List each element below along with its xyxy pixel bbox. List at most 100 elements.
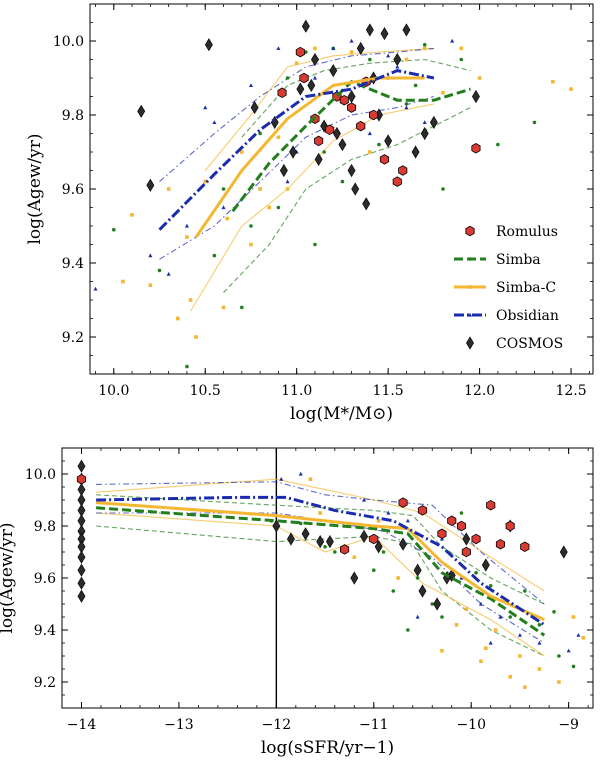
- cosmos-point: [301, 527, 310, 541]
- y-axis-label: log(Agew/yr): [0, 522, 17, 633]
- obsidian-point: [285, 179, 290, 184]
- simbac-point: [376, 519, 381, 523]
- x-tick-label: −9: [558, 717, 579, 733]
- cosmos-point: [418, 584, 427, 598]
- cosmos-point: [462, 532, 471, 546]
- y-tick-label: 9.4: [34, 623, 56, 639]
- simba-point: [440, 615, 444, 619]
- obsidian-band-line: [96, 481, 545, 605]
- romulus-legend-label: Romulus: [496, 224, 558, 240]
- simbac-point: [454, 623, 459, 627]
- simba-point: [571, 664, 576, 669]
- obsidian-point: [203, 105, 208, 110]
- romulus-point: [314, 135, 324, 147]
- simba-point: [249, 224, 253, 228]
- obsidian-point: [298, 471, 303, 476]
- simbac-point: [294, 61, 299, 65]
- simba-point: [537, 623, 542, 627]
- cosmos-point: [559, 545, 568, 559]
- cosmos-point: [347, 89, 356, 104]
- simba-point: [298, 521, 303, 526]
- cosmos-point: [338, 138, 347, 152]
- cosmos-point: [77, 459, 86, 473]
- cosmos-legend-marker: [466, 336, 474, 350]
- obsidian-point: [498, 614, 503, 619]
- simba-point: [430, 602, 435, 606]
- cosmos-point: [413, 563, 422, 577]
- cosmos-point: [380, 27, 389, 41]
- obsidian-point: [279, 477, 284, 481]
- simba-band-line: [96, 494, 545, 605]
- romulus-point: [398, 497, 408, 508]
- simba-point: [304, 50, 308, 54]
- simbac-point: [221, 305, 226, 310]
- x-tick-label: 10.5: [190, 383, 221, 399]
- cosmos-legend-label: COSMOS: [496, 336, 563, 352]
- simbac-point: [349, 50, 354, 54]
- y-tick-label: 10.0: [53, 34, 84, 50]
- obsidian-point: [405, 518, 410, 523]
- x-tick-label: 11.0: [281, 383, 312, 399]
- simbac-point: [493, 628, 498, 632]
- cosmos-point: [329, 64, 338, 78]
- simbac-point: [318, 511, 322, 515]
- obsidian-point: [248, 83, 253, 87]
- obsidian-point: [166, 271, 171, 276]
- simbac-point: [508, 675, 512, 679]
- simbac-point: [203, 179, 208, 184]
- romulus-point: [277, 87, 287, 99]
- romulus-legend-marker: [465, 225, 475, 237]
- simba-point: [422, 42, 427, 47]
- simbac-point: [422, 46, 427, 51]
- cosmos-point: [279, 163, 288, 178]
- obsidian-point: [576, 633, 581, 637]
- obsidian-point: [517, 633, 522, 637]
- simbac-legend-marker: [468, 285, 472, 289]
- simbac-point: [440, 649, 444, 653]
- simba-legend-label: Simba: [496, 252, 541, 268]
- simbac-point: [121, 279, 125, 284]
- cosmos-point: [332, 126, 341, 141]
- simba-point: [406, 628, 410, 632]
- obsidian-band-line: [159, 47, 434, 183]
- cosmos-point: [311, 52, 319, 67]
- simba-point: [157, 268, 162, 273]
- cosmos-point: [350, 571, 359, 585]
- obsidian-median-line: [158, 69, 435, 231]
- simbac-point: [249, 242, 253, 247]
- simba-point: [371, 568, 376, 572]
- simbac-point: [276, 135, 281, 139]
- simbac-point: [477, 76, 482, 80]
- romulus-point: [447, 515, 457, 527]
- romulus-point: [456, 520, 467, 532]
- y-tick-label: 9.8: [62, 108, 84, 124]
- cosmos-point: [420, 126, 429, 141]
- cosmos-point: [204, 38, 213, 52]
- obsidian-point: [566, 648, 571, 653]
- x-tick-label: −12: [262, 717, 292, 733]
- simba-point: [404, 102, 409, 106]
- simbac-point: [518, 654, 522, 658]
- simba-point: [333, 550, 337, 554]
- x-tick-label: −10: [456, 717, 486, 733]
- y-tick-label: 9.2: [34, 675, 56, 691]
- obsidian-point: [488, 640, 493, 645]
- simbac-point: [571, 615, 576, 619]
- obsidian-point: [276, 46, 281, 50]
- cosmos-point: [320, 119, 329, 133]
- simba-point: [459, 57, 464, 62]
- simbac-median-line: [95, 501, 545, 621]
- simbac-point: [441, 91, 445, 95]
- simbac-point: [308, 477, 313, 481]
- simba-point: [508, 615, 512, 619]
- cosmos-point: [362, 197, 371, 211]
- romulus-point: [299, 72, 309, 84]
- simba-point: [212, 253, 217, 258]
- romulus-point: [346, 102, 357, 113]
- simba-point: [340, 179, 345, 184]
- simba-band-line: [223, 107, 471, 293]
- simbac-point: [175, 316, 180, 321]
- cosmos-point: [77, 550, 86, 564]
- obsidian-median-line: [96, 495, 546, 627]
- romulus-point: [495, 538, 506, 550]
